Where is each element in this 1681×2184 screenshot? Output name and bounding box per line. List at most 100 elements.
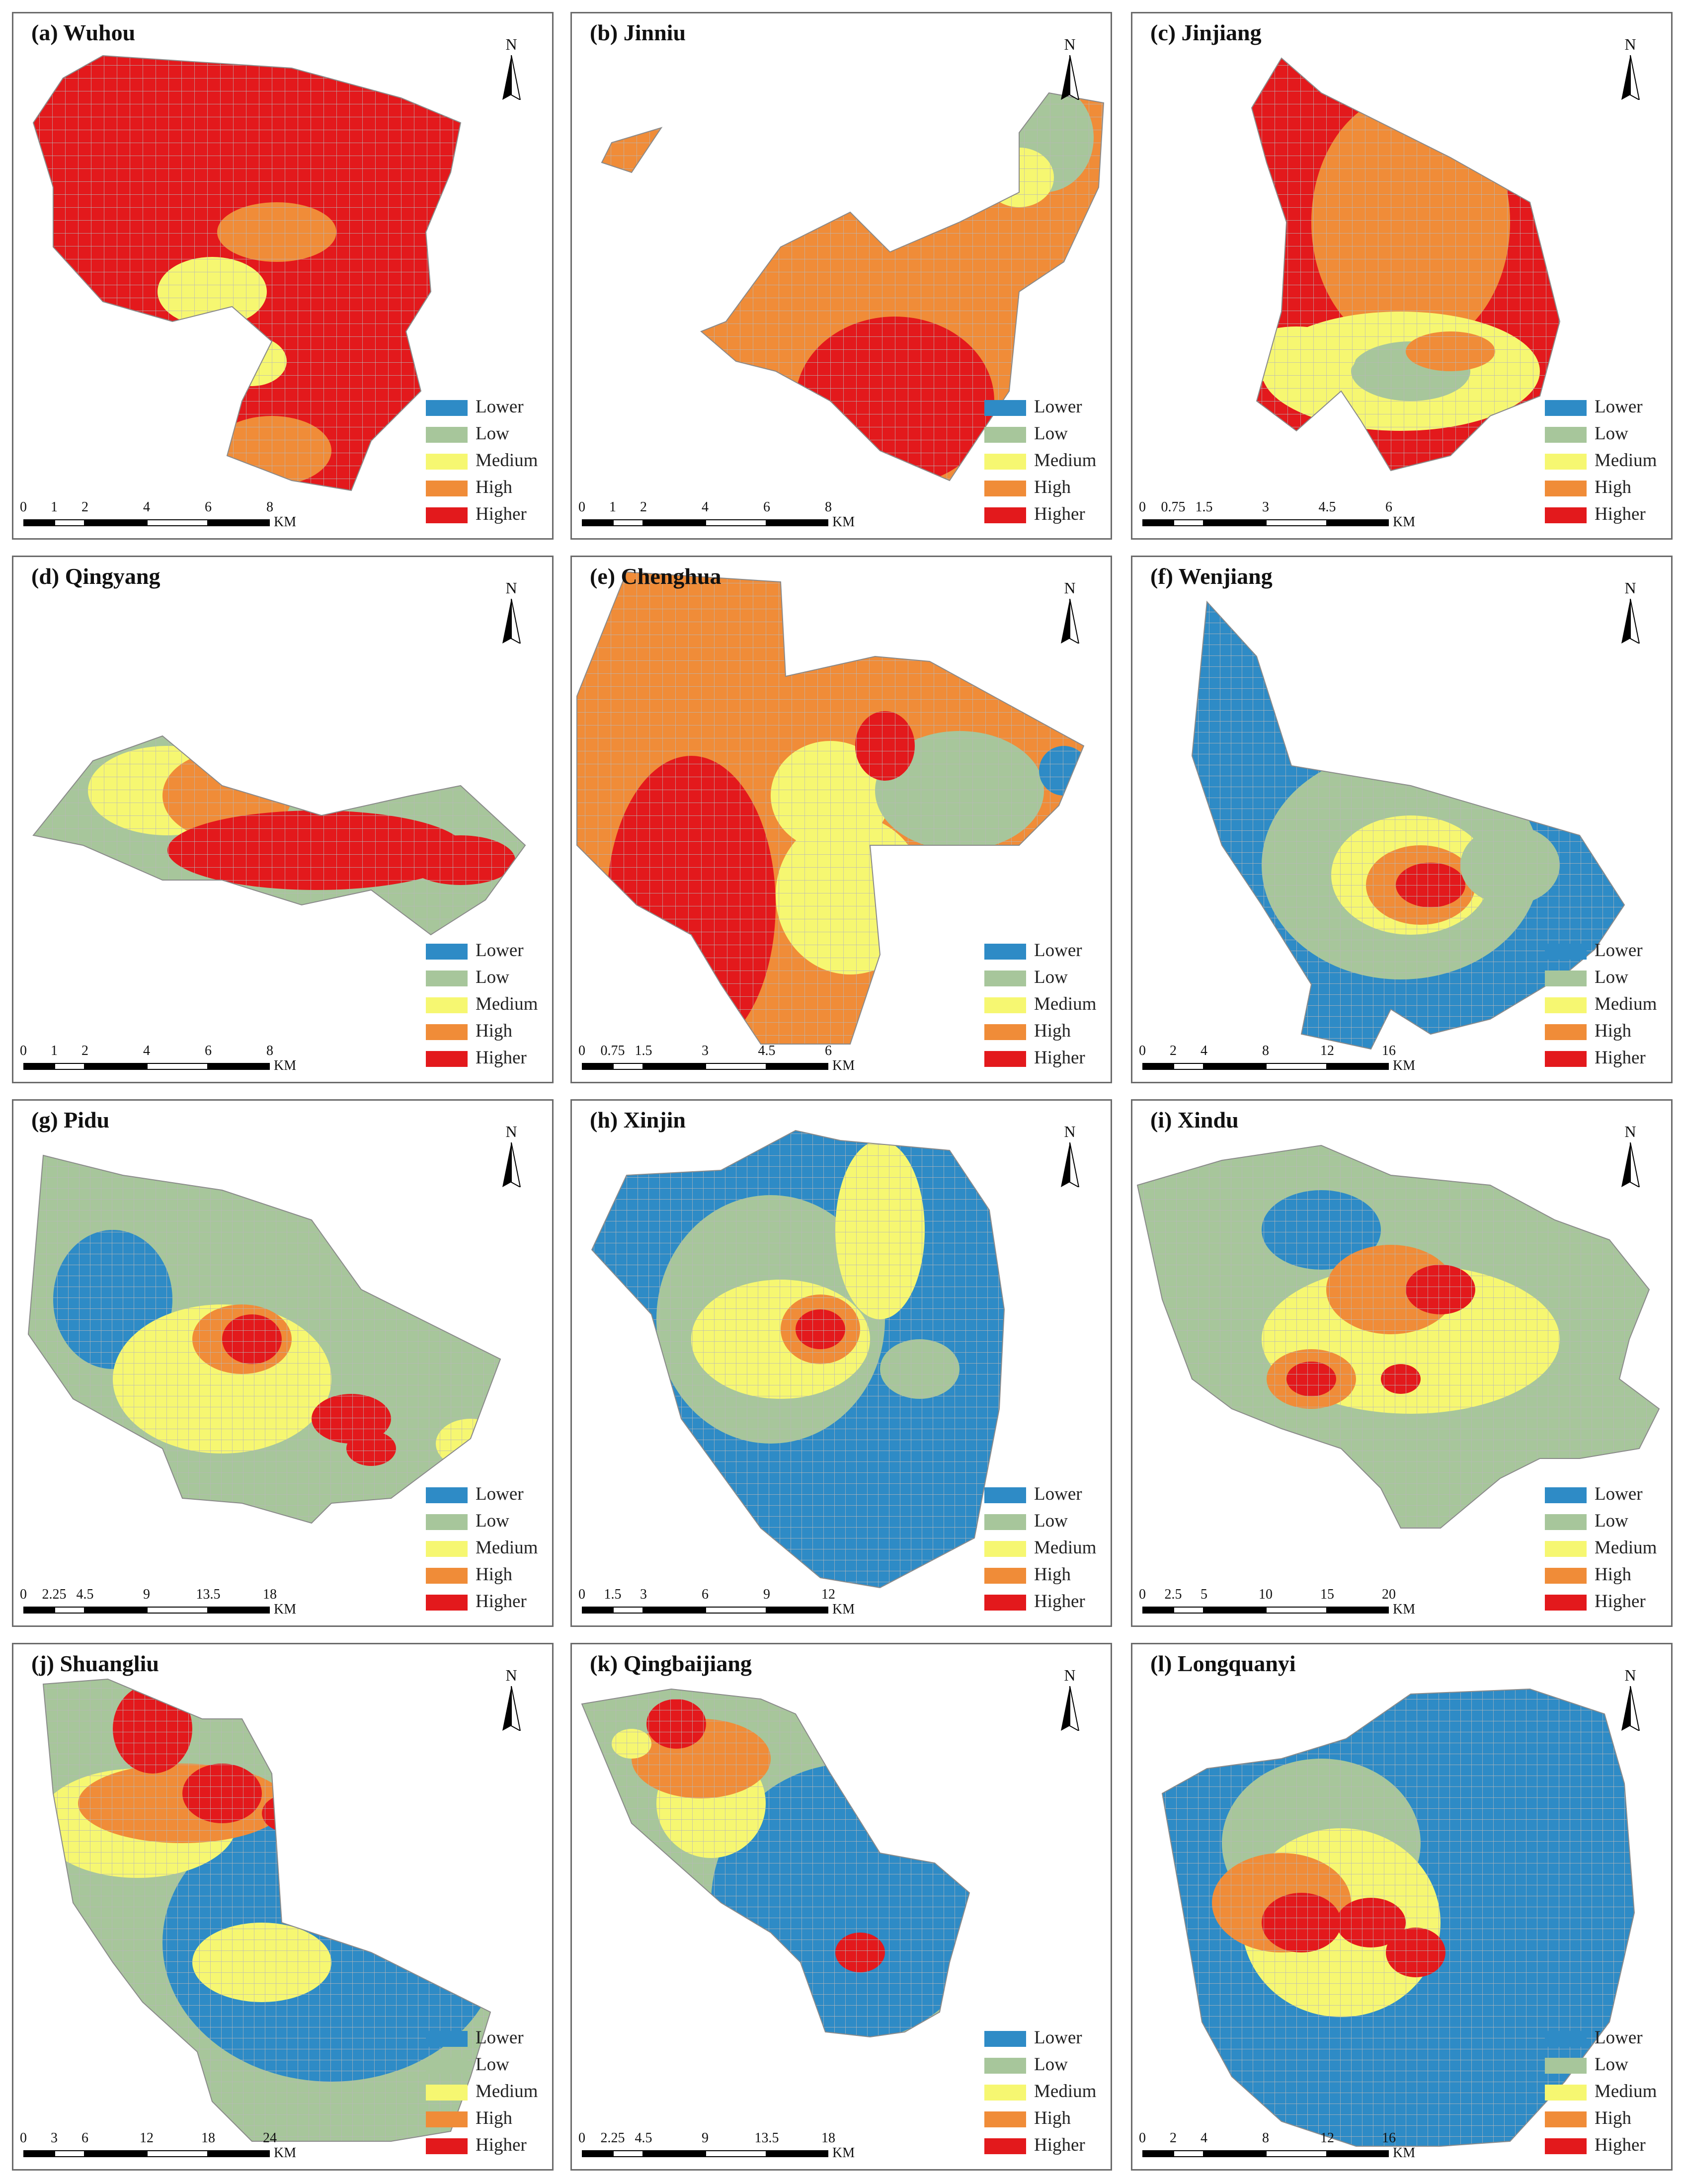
scale-tick-label: 15 xyxy=(1320,1587,1334,1602)
north-arrow-icon: N xyxy=(496,1123,526,1192)
scale-tick-label: 16 xyxy=(1382,2130,1396,2146)
legend-item-high: High xyxy=(426,1565,545,1585)
scale-tick-label: 18 xyxy=(201,2130,215,2146)
scale-segment xyxy=(1173,1063,1204,1070)
map-panel-e: (e) Chenghua N Lower Low Medium High Higher 0 0.… xyxy=(570,556,1112,1083)
scale-tick-label: 4 xyxy=(702,499,709,515)
north-arrow-icon: N xyxy=(1615,1123,1645,1192)
legend: Lower Low Medium High Higher xyxy=(984,2028,1104,2162)
scale-segment xyxy=(613,1063,643,1070)
district-map xyxy=(32,55,462,491)
legend-item-medium: Medium xyxy=(426,994,545,1014)
legend-swatch xyxy=(426,2138,468,2154)
scale-segment xyxy=(767,519,828,526)
scale-segment xyxy=(643,1607,705,1614)
legend-swatch xyxy=(1545,481,1587,496)
legend-item-high: High xyxy=(984,2108,1104,2128)
legend-item-low: Low xyxy=(984,1511,1104,1531)
legend-item-lower: Lower xyxy=(984,1484,1104,1504)
scale-segment xyxy=(643,2150,705,2157)
map-panel-a: (a) Wuhou N Lower Low Medium High Higher 0 1 2 4 6 8… xyxy=(12,12,554,540)
legend-swatch xyxy=(426,2058,468,2074)
legend-label: Medium xyxy=(1595,450,1657,471)
legend-swatch xyxy=(984,400,1026,416)
scale-segment xyxy=(54,1607,85,1614)
legend-item-high: High xyxy=(426,2108,545,2128)
legend-item-higher: Higher xyxy=(984,2135,1104,2155)
legend-swatch xyxy=(984,2031,1026,2047)
legend-label: High xyxy=(1595,2108,1631,2128)
scale-tick-label: 18 xyxy=(263,1587,277,1602)
district-outline xyxy=(700,92,1105,482)
scale-tick-label: 4 xyxy=(1201,2130,1207,2146)
scale-tick-label: 0 xyxy=(20,2130,27,2146)
legend-swatch xyxy=(1545,2085,1587,2101)
scale-tick-label: 6 xyxy=(205,1043,212,1058)
scale-segment xyxy=(1204,2150,1266,2157)
scale-tick-label: 18 xyxy=(821,2130,835,2146)
legend-swatch xyxy=(1545,1024,1587,1040)
scale-segment xyxy=(85,1607,147,1614)
map-panel-l: (l) Longquanyi N Lower Low Medium High Higher 0… xyxy=(1131,1643,1673,2171)
scale-segment xyxy=(582,1063,613,1070)
scale-tick-label: 13.5 xyxy=(754,2130,779,2146)
scale-segment xyxy=(85,519,147,526)
legend-item-low: Low xyxy=(1545,2055,1664,2075)
legend-label: Higher xyxy=(476,1048,527,1068)
map-panel-b: (b) Jinniu N Lower Low Medium High Higher 0 1 2 4 6… xyxy=(570,12,1112,540)
legend-label: Low xyxy=(1595,423,1628,444)
district-outline xyxy=(576,571,1085,1045)
scale-segment xyxy=(613,1607,643,1614)
scale-segment xyxy=(1204,519,1266,526)
scale-tick-label: 1.5 xyxy=(604,1587,622,1602)
scale-tick-label: 1 xyxy=(51,499,58,515)
legend-item-higher: Higher xyxy=(426,504,545,524)
legend-label: Medium xyxy=(476,2081,538,2102)
legend-item-higher: Higher xyxy=(984,1048,1104,1068)
legend-swatch xyxy=(984,1024,1026,1040)
scale-segment xyxy=(23,519,54,526)
scale-unit: KM xyxy=(832,514,855,530)
legend-swatch xyxy=(1545,1568,1587,1584)
legend-label: Lower xyxy=(476,397,524,417)
scale-tick-label: 8 xyxy=(825,499,832,515)
district-outline xyxy=(1191,600,1625,1050)
scale-tick-label: 6 xyxy=(81,2130,88,2146)
scale-tick-label: 8 xyxy=(1262,2130,1269,2146)
scale-tick-label: 0 xyxy=(1139,1587,1146,1602)
legend-swatch xyxy=(984,1568,1026,1584)
scale-segment xyxy=(1173,519,1204,526)
legend-swatch xyxy=(426,1541,468,1557)
scale-segment xyxy=(1327,1063,1389,1070)
legend-item-higher: Higher xyxy=(426,1048,545,1068)
north-arrow-icon: N xyxy=(496,35,526,105)
legend-swatch xyxy=(984,997,1026,1013)
scale-segment xyxy=(1266,2150,1327,2157)
district-outline xyxy=(1136,1144,1660,1529)
scale-tick-label: 0 xyxy=(578,499,585,515)
panel-title: (h) Xinjin xyxy=(590,1107,686,1132)
scale-tick-label: 0.75 xyxy=(1161,499,1186,515)
scale-segment xyxy=(767,1063,828,1070)
legend-item-higher: Higher xyxy=(426,1592,545,1612)
scale-tick-label: 1 xyxy=(609,499,616,515)
district-map xyxy=(581,1688,970,2038)
legend-swatch xyxy=(984,427,1026,443)
scale-unit: KM xyxy=(274,2145,297,2161)
scale-unit: KM xyxy=(832,1602,855,1617)
legend-item-medium: Medium xyxy=(1545,451,1664,471)
legend-label: Medium xyxy=(1595,994,1657,1014)
legend-item-low: Low xyxy=(426,968,545,987)
legend-label: Lower xyxy=(1595,397,1643,417)
legend-label: Lower xyxy=(476,940,524,961)
legend-item-lower: Lower xyxy=(984,397,1104,417)
legend-item-low: Low xyxy=(984,424,1104,444)
scale-tick-label: 0 xyxy=(578,1043,585,1058)
legend-label: Higher xyxy=(1595,2135,1646,2155)
scale-unit: KM xyxy=(274,1602,297,1617)
legend-item-low: Low xyxy=(1545,968,1664,987)
legend-swatch xyxy=(1545,427,1587,443)
legend-label: Lower xyxy=(1595,2027,1643,2048)
scale-tick-label: 16 xyxy=(1382,1043,1396,1058)
legend-swatch xyxy=(426,454,468,470)
